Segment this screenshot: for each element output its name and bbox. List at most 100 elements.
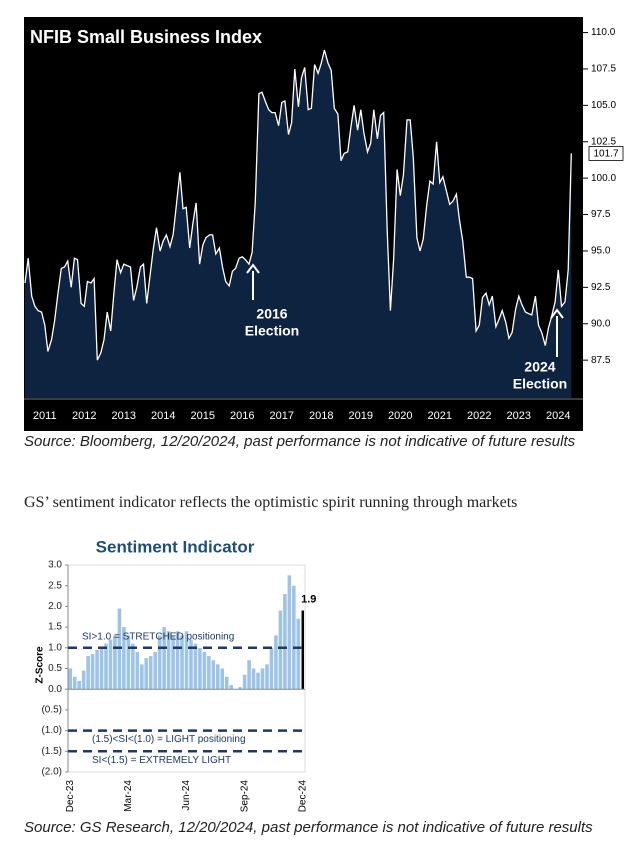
x-tick-label: Sep-24 — [239, 780, 250, 813]
y-tick-label: 95.0 — [591, 246, 611, 257]
last-value-label: 101.7 — [593, 149, 618, 160]
y-tick-label: 0.5 — [48, 663, 62, 674]
x-tick-label: 2016 — [230, 410, 254, 422]
y-tick-label: (1.0) — [41, 725, 62, 736]
y-tick-label: 97.5 — [591, 209, 611, 220]
bar — [95, 649, 99, 690]
y-tick-label: 92.5 — [591, 282, 611, 293]
y-tick-label: 90.0 — [591, 318, 611, 329]
bar — [269, 647, 274, 690]
reference-label: (1.5)<SI<(1.0) = LIGHT positioning — [92, 734, 246, 745]
bar — [86, 656, 90, 690]
sentiment-chart: Sentiment Indicator Z-Score 3.0 2.5 2.0 1.5… — [35, 537, 317, 813]
y-tick-label: (2.0) — [41, 767, 62, 778]
annotation: Election — [513, 376, 567, 392]
line — [24, 49, 572, 361]
y-tick-label: (0.5) — [41, 705, 62, 716]
bar — [283, 593, 287, 690]
x-tick-label: 2019 — [349, 410, 373, 422]
x-tick-label: 2020 — [388, 410, 412, 422]
x-tick-label: 2023 — [507, 410, 531, 422]
bar — [247, 660, 251, 690]
bar — [251, 668, 256, 690]
bar — [287, 575, 292, 690]
bar — [211, 660, 216, 690]
x-tick-label: 2024 — [546, 410, 570, 422]
area — [25, 50, 572, 398]
data-label: 1.9 — [301, 593, 316, 605]
y-tick-label: 87.5 — [591, 355, 611, 366]
bar — [278, 610, 283, 690]
bar — [216, 664, 220, 690]
x-tick-label: 2018 — [309, 410, 333, 422]
y-tick-label: 100.0 — [591, 173, 616, 184]
bar — [207, 656, 211, 690]
annotation: 2024 — [524, 359, 555, 375]
y-tick-label: 102.5 — [591, 136, 616, 147]
bar — [256, 672, 260, 690]
x-tick-label: 2014 — [151, 410, 175, 422]
bar — [292, 585, 296, 690]
y-tick-label: 1.0 — [48, 642, 62, 653]
bar — [68, 668, 73, 690]
bar — [189, 639, 193, 690]
bar — [184, 631, 189, 690]
y-tick-label: 105.0 — [591, 100, 616, 111]
bar — [139, 664, 144, 690]
bar — [81, 670, 86, 690]
bar — [77, 680, 81, 690]
bar — [162, 627, 166, 690]
bar — [72, 676, 77, 690]
last-value-box — [588, 146, 624, 161]
annotation: Election — [245, 323, 299, 339]
bar — [296, 618, 301, 690]
bar — [193, 643, 198, 690]
bar — [99, 647, 104, 690]
bar — [260, 668, 265, 690]
x-tick-label: 2015 — [191, 410, 215, 422]
reference-label: SI<(1.5) = EXTREMELY LIGHT — [92, 755, 231, 766]
bar — [171, 635, 175, 690]
chart-title: NFIB Small Business Index — [30, 27, 262, 47]
bar — [108, 639, 113, 690]
bar — [157, 635, 162, 690]
bar — [126, 635, 131, 690]
bar — [265, 664, 269, 690]
bar — [166, 631, 171, 690]
bar — [144, 658, 149, 690]
y-tick-label: 2.0 — [48, 601, 62, 612]
bar — [131, 643, 135, 690]
x-tick-label: 2012 — [72, 410, 96, 422]
bar — [229, 685, 234, 690]
bar — [104, 643, 108, 690]
bar — [220, 668, 225, 690]
caption: Source: Bloomberg, 12/20/2024, past perf… — [24, 433, 576, 450]
annotation: 2016 — [256, 306, 287, 322]
bar — [135, 651, 140, 690]
annotation-arrowhead — [246, 263, 260, 274]
caption: Source: GS Research, 12/20/2024, past pe… — [24, 819, 593, 836]
y-tick-label: 1.5 — [48, 622, 62, 633]
bar — [90, 654, 95, 690]
bar — [180, 635, 184, 690]
y-axis-label: Z-Score — [35, 646, 46, 684]
bar — [148, 656, 153, 690]
bar — [242, 674, 247, 690]
y-tick-label: (1.5) — [41, 746, 62, 757]
bar — [153, 651, 157, 690]
bar — [113, 635, 117, 690]
annotation-arrowhead — [550, 308, 564, 319]
chart-title: Sentiment Indicator — [96, 537, 255, 556]
y-tick-label: 107.5 — [591, 64, 616, 75]
y-tick-label: 110.0 — [591, 27, 616, 38]
x-tick-label: Dec-23 — [65, 780, 76, 813]
x-tick-label: 2017 — [270, 410, 294, 422]
y-tick-label: 2.5 — [48, 580, 62, 591]
x-tick-label: 2011 — [33, 410, 57, 422]
body-text: GS’ sentiment indicator reflects the opt… — [24, 494, 518, 511]
bar — [224, 676, 229, 690]
x-tick-label: 2013 — [112, 410, 136, 422]
reference-label: SI>1.0 = STRETCHED positioning — [82, 631, 234, 642]
bar — [301, 610, 304, 690]
